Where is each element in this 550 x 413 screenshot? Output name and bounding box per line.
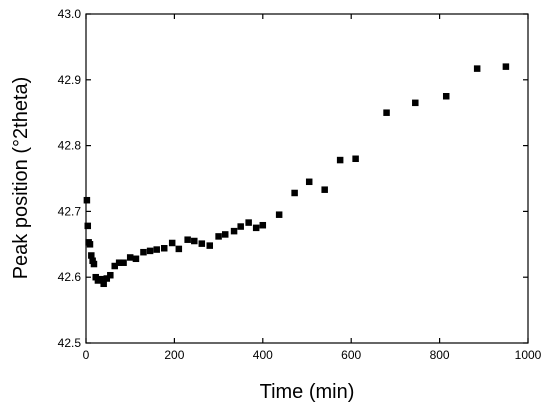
x-tick-label: 800 bbox=[430, 348, 450, 362]
data-point bbox=[132, 255, 140, 263]
data-point bbox=[107, 271, 114, 279]
data-point bbox=[230, 227, 238, 235]
plot-frame bbox=[85, 13, 529, 344]
data-point bbox=[191, 237, 198, 245]
data-point bbox=[352, 155, 359, 163]
data-point bbox=[259, 221, 267, 229]
y-tick-label: 42.9 bbox=[58, 73, 82, 87]
data-point bbox=[198, 240, 206, 247]
data-point bbox=[321, 186, 328, 193]
data-point bbox=[215, 233, 222, 240]
data-point bbox=[83, 196, 91, 204]
data-point bbox=[221, 231, 229, 238]
data-point bbox=[89, 257, 96, 264]
data-point bbox=[86, 241, 94, 248]
data-point bbox=[336, 156, 344, 164]
data-point bbox=[103, 275, 111, 282]
data-point bbox=[84, 222, 92, 230]
data-point bbox=[168, 239, 176, 247]
data-point bbox=[291, 189, 298, 197]
data-point bbox=[153, 246, 160, 253]
data-point bbox=[115, 259, 123, 266]
data-point bbox=[184, 236, 191, 243]
data-point bbox=[92, 273, 99, 281]
data-points bbox=[83, 63, 510, 288]
x-axis-title: Time (min) bbox=[260, 381, 355, 403]
data-point bbox=[97, 275, 104, 283]
x-tick-label: 200 bbox=[164, 348, 184, 362]
y-axis: 42.5 42.6 42.7 42.8 42.9 43.0 bbox=[58, 7, 528, 350]
data-point bbox=[245, 219, 252, 226]
y-tick-label: 42.5 bbox=[58, 336, 82, 350]
y-axis-title: Peak position (°2theta) bbox=[10, 77, 32, 280]
data-point bbox=[305, 178, 313, 186]
data-point bbox=[146, 247, 154, 255]
data-point bbox=[237, 223, 244, 230]
data-point bbox=[383, 109, 390, 116]
data-point bbox=[206, 242, 214, 249]
y-tick-label: 42.8 bbox=[58, 139, 82, 153]
y-tick-label: 43.0 bbox=[58, 7, 82, 21]
data-point bbox=[100, 280, 107, 288]
data-point bbox=[412, 99, 419, 107]
y-tick-label: 42.7 bbox=[58, 204, 82, 218]
data-point bbox=[88, 252, 95, 259]
data-point bbox=[275, 211, 283, 218]
x-axis: 0 200 400 600 800 1000 bbox=[83, 14, 542, 362]
data-point bbox=[175, 245, 183, 253]
data-point bbox=[140, 248, 147, 256]
data-point bbox=[252, 224, 260, 232]
data-point bbox=[442, 93, 450, 100]
x-tick-label: 1000 bbox=[515, 348, 542, 362]
x-tick-label: 0 bbox=[83, 348, 90, 362]
y-tick-label: 42.6 bbox=[58, 270, 82, 284]
data-point bbox=[90, 260, 98, 268]
x-tick-label: 600 bbox=[341, 348, 361, 362]
data-point bbox=[111, 262, 118, 270]
data-point bbox=[502, 63, 510, 70]
data-point bbox=[120, 259, 127, 266]
data-point bbox=[473, 65, 481, 72]
x-tick-label: 400 bbox=[253, 348, 273, 362]
data-point bbox=[126, 254, 134, 261]
data-point bbox=[160, 244, 168, 252]
